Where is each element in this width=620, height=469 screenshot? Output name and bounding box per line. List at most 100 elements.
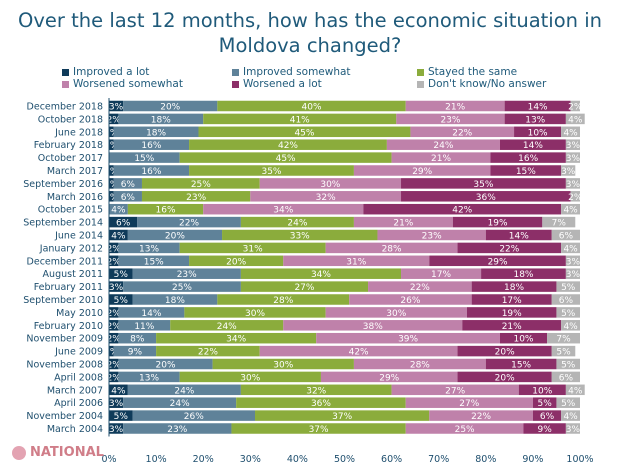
- bar-segment: [113, 139, 190, 150]
- bar-segment: [184, 307, 326, 318]
- bar-segment: [565, 152, 580, 163]
- data-label: 29%: [412, 167, 432, 177]
- category-label: June 2018: [54, 127, 103, 138]
- data-label: 37%: [332, 412, 352, 422]
- bar-segment: [551, 229, 580, 241]
- data-label: 4%: [568, 386, 583, 396]
- bar-segment: [198, 126, 411, 138]
- data-label: 30%: [240, 373, 260, 383]
- bar-segment: [109, 255, 119, 267]
- bar-segment: [490, 152, 566, 163]
- bar-segment: [570, 100, 580, 112]
- bar-segment: [565, 255, 580, 267]
- data-label: 4%: [563, 244, 578, 254]
- legend-swatch: [232, 68, 239, 76]
- bar-segment: [551, 294, 580, 305]
- data-label: 39%: [398, 335, 418, 345]
- data-label: 29%: [379, 373, 399, 383]
- bar-segment: [179, 242, 326, 254]
- bar-segment: [283, 255, 430, 267]
- bar-segment: [396, 113, 505, 125]
- bar-segment: [401, 191, 571, 202]
- bar-segment: [109, 320, 119, 331]
- category-label: June 2014: [54, 231, 103, 242]
- data-label: 15%: [134, 154, 154, 164]
- bar-segment: [561, 203, 580, 215]
- data-label: 28%: [273, 296, 293, 306]
- bar-segment: [532, 397, 557, 408]
- bar-segment: [386, 139, 500, 150]
- bar-segment: [113, 345, 157, 357]
- bar-segment: [123, 423, 232, 434]
- bar-segment: [109, 152, 180, 163]
- bar-segment: [212, 358, 354, 370]
- bar-segment: [123, 397, 237, 408]
- bar-segment: [118, 371, 180, 383]
- data-label: 30%: [320, 180, 340, 190]
- data-label: 45%: [294, 128, 314, 138]
- bar-segment: [556, 307, 580, 318]
- data-label: 4%: [111, 232, 126, 242]
- data-label: 2%: [107, 361, 122, 371]
- legend-item: Improved a lot: [62, 66, 149, 78]
- legend-item: Don't know/No answer: [417, 78, 546, 90]
- data-label: 38%: [363, 322, 383, 332]
- data-label: 25%: [191, 180, 211, 190]
- data-label: 7%: [556, 335, 571, 345]
- bar-segment: [250, 191, 402, 202]
- data-label: 27%: [459, 399, 479, 409]
- bar-segment: [179, 371, 321, 383]
- data-label: 24%: [174, 386, 194, 396]
- category-label: February 2010: [34, 321, 103, 332]
- data-label: 3%: [109, 399, 124, 409]
- bar-segment: [240, 216, 354, 228]
- bar-segment: [109, 100, 124, 112]
- data-label: 5%: [561, 283, 576, 293]
- data-label: 5%: [114, 270, 129, 280]
- bar-segment: [170, 320, 284, 331]
- legend-label: Worsened somewhat: [73, 78, 183, 90]
- data-label: 10%: [532, 386, 552, 396]
- bar-segment: [113, 178, 142, 189]
- bar-segment: [561, 410, 580, 421]
- bar-segment: [349, 294, 472, 305]
- x-tick-label: 100%: [566, 454, 593, 465]
- data-label: 22%: [471, 412, 491, 422]
- bar-segment: [316, 332, 500, 344]
- bar-segment: [401, 178, 566, 189]
- data-label: 1%: [104, 180, 119, 190]
- bar-segment: [485, 358, 557, 370]
- data-label: 10%: [528, 128, 548, 138]
- data-label: 2%: [568, 103, 583, 113]
- data-label: 34%: [273, 206, 293, 216]
- data-label: 3%: [566, 154, 581, 164]
- data-label: 45%: [276, 154, 296, 164]
- bar-segment: [401, 268, 482, 279]
- data-label: 23%: [440, 115, 460, 125]
- data-label: 14%: [509, 232, 529, 242]
- x-tick-label: 70%: [428, 454, 449, 465]
- bar-segment: [123, 281, 241, 292]
- data-label: 13%: [139, 244, 159, 254]
- bar-segment: [189, 139, 387, 150]
- category-label: June 2009: [54, 347, 103, 358]
- bar-segment: [462, 320, 562, 331]
- data-label: 4%: [111, 206, 126, 216]
- bar-segment: [240, 281, 369, 292]
- data-label: 40%: [302, 103, 322, 113]
- data-label: 1%: [104, 141, 119, 151]
- data-label: 15%: [144, 257, 164, 267]
- bar-segment: [391, 152, 491, 163]
- data-label: 20%: [495, 373, 515, 383]
- category-label: November 2008: [26, 360, 103, 371]
- data-label: 27%: [445, 386, 465, 396]
- bar-segment: [109, 371, 119, 383]
- data-label: 21%: [445, 103, 465, 113]
- data-label: 5%: [561, 361, 576, 371]
- data-label: 3%: [566, 270, 581, 280]
- bar-segment: [118, 320, 171, 331]
- data-label: 24%: [217, 322, 237, 332]
- category-label: September 2016: [23, 179, 103, 190]
- data-label: 20%: [160, 103, 180, 113]
- bar-segment: [240, 384, 392, 396]
